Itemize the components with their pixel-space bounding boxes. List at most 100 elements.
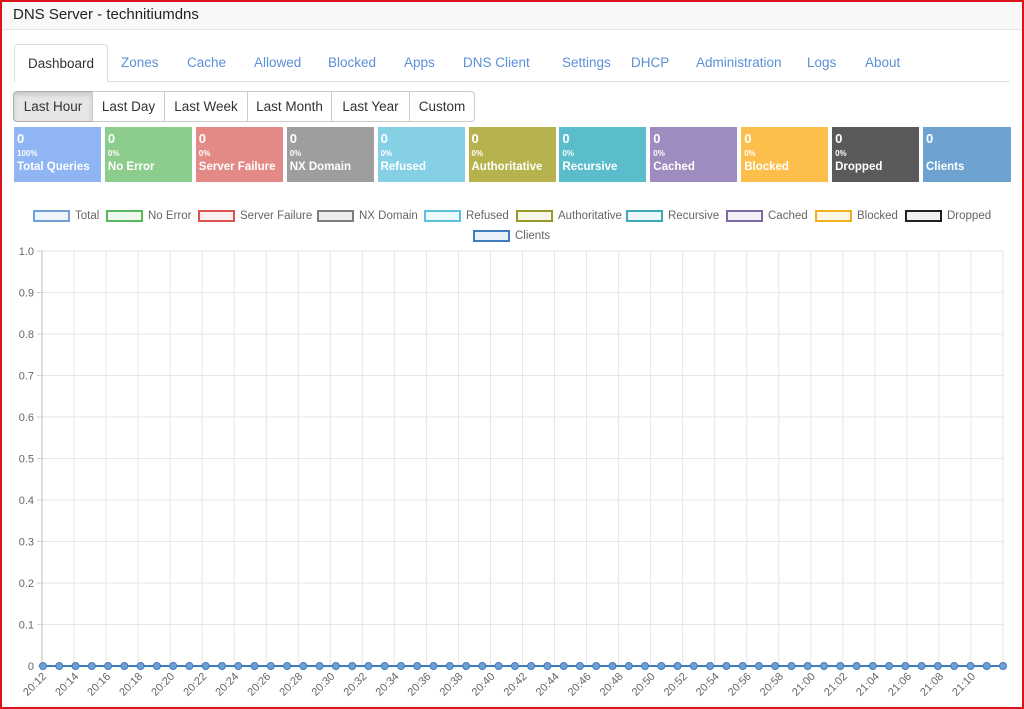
legend-label: Authoritative: [558, 210, 622, 222]
legend-swatch: [626, 210, 663, 222]
data-point: [397, 662, 405, 670]
tab-administration[interactable]: Administration: [696, 55, 782, 70]
stat-value: 0: [835, 131, 843, 146]
x-tick-label: 21:02: [822, 671, 850, 699]
tab-zones[interactable]: Zones: [121, 55, 159, 70]
data-point: [836, 662, 845, 670]
x-tick-label: 20:42: [502, 671, 530, 699]
stat-box-cached: 0 0% Cached: [650, 127, 738, 182]
data-point: [201, 662, 210, 670]
x-tick-label: 20:50: [630, 671, 658, 699]
x-tick-label: 21:00: [790, 671, 818, 699]
range-button-custom[interactable]: Custom: [409, 91, 475, 122]
stat-percent: 100%: [17, 149, 38, 158]
legend-label: NX Domain: [359, 210, 418, 222]
legend-label: No Error: [148, 210, 192, 222]
tab-blocked[interactable]: Blocked: [328, 55, 377, 70]
data-point: [608, 662, 617, 670]
stat-percent: 0%: [107, 149, 120, 158]
stat-percent: 0%: [380, 149, 393, 158]
x-tick-label: 20:22: [181, 671, 209, 699]
legend-swatch: [905, 210, 942, 222]
range-button-last-month[interactable]: Last Month: [247, 91, 332, 122]
x-tick-label: 21:08: [918, 671, 946, 699]
data-point: [852, 662, 861, 670]
data-point: [803, 662, 812, 670]
range-button-last-day[interactable]: Last Day: [92, 91, 165, 122]
y-tick-label: 0.4: [19, 495, 34, 507]
range-button-last-hour[interactable]: Last Hour: [13, 91, 93, 122]
data-point: [169, 662, 178, 670]
data-point: [299, 662, 308, 670]
x-tick-label: 20:54: [694, 671, 722, 699]
x-tick-label: 20:16: [85, 671, 113, 699]
legend-label: Server Failure: [240, 210, 313, 222]
x-tick-label: 20:20: [149, 671, 177, 699]
data-point: [185, 662, 194, 670]
data-point: [364, 662, 373, 670]
window-title: DNS Server - technitiumdns: [13, 6, 199, 23]
x-tick-label: 20:48: [598, 671, 626, 699]
tab-apps[interactable]: Apps: [404, 55, 435, 70]
stat-percent: [926, 148, 1008, 160]
x-tick-label: 20:34: [374, 671, 402, 699]
stat-label: NX Domain: [289, 161, 352, 173]
legend-swatch: [198, 210, 235, 222]
legend-label: Cached: [768, 210, 808, 222]
tab-allowed[interactable]: Allowed: [254, 55, 302, 70]
stat-label: Blocked: [744, 161, 789, 173]
data-point: [250, 662, 259, 670]
data-point: [527, 662, 536, 670]
stat-percent: 0%: [471, 149, 484, 158]
stat-label: Server Failure: [198, 161, 276, 173]
tab-dns-client[interactable]: DNS Client: [463, 55, 530, 70]
legend-swatch: [33, 210, 70, 222]
data-point: [283, 662, 292, 670]
legend-swatch: [473, 230, 510, 242]
stat-box-authoritative: 0 0% Authoritative: [468, 127, 556, 182]
stat-percent: 0%: [653, 149, 665, 158]
stat-value: 0: [198, 131, 207, 146]
tab-about[interactable]: About: [865, 55, 901, 70]
y-tick-label: 0.6: [19, 412, 34, 424]
data-point: [999, 662, 1007, 670]
x-tick-label: 20:24: [213, 671, 241, 699]
stat-box-clients: 0 Clients: [923, 127, 1011, 182]
tab-cache[interactable]: Cache: [187, 55, 227, 70]
range-button-last-week[interactable]: Last Week: [164, 91, 248, 122]
tab-logs[interactable]: Logs: [807, 55, 837, 70]
tab-settings[interactable]: Settings: [562, 55, 611, 70]
stat-label: Refused: [380, 161, 426, 173]
stat-label: Authoritative: [471, 161, 543, 173]
tab-dhcp[interactable]: DHCP: [631, 55, 670, 70]
y-tick-label: 0: [28, 661, 34, 673]
tab-dashboard[interactable]: Dashboard: [14, 44, 109, 83]
data-point: [462, 662, 471, 670]
data-point: [152, 662, 161, 670]
data-point: [413, 662, 422, 670]
data-point: [543, 662, 552, 670]
data-point: [657, 662, 666, 670]
stat-label: Recursive: [562, 161, 618, 173]
data-point: [104, 662, 113, 670]
stat-value: 0: [380, 131, 388, 146]
x-tick-label: 20:44: [534, 671, 562, 699]
stat-value: 0: [17, 131, 25, 146]
x-tick-label: 20:40: [470, 671, 498, 699]
legend-label: Blocked: [857, 210, 898, 222]
legend-label: Recursive: [668, 210, 720, 222]
x-tick-label: 20:14: [53, 671, 81, 699]
data-point: [885, 662, 894, 670]
legend-swatch: [726, 210, 763, 222]
y-tick-label: 0.9: [19, 288, 34, 300]
range-button-last-year[interactable]: Last Year: [331, 91, 410, 122]
x-tick-label: 21:10: [950, 671, 978, 699]
stat-label: Total Queries: [17, 161, 90, 173]
x-tick-label: 20:30: [309, 671, 337, 699]
stat-box-server-failure: 0 0% Server Failure: [195, 127, 283, 182]
stat-box-recursive: 0 0% Recursive: [559, 127, 647, 182]
x-tick-label: 20:12: [21, 671, 49, 699]
data-point: [71, 662, 80, 670]
data-point: [494, 662, 503, 670]
data-point: [55, 662, 64, 670]
